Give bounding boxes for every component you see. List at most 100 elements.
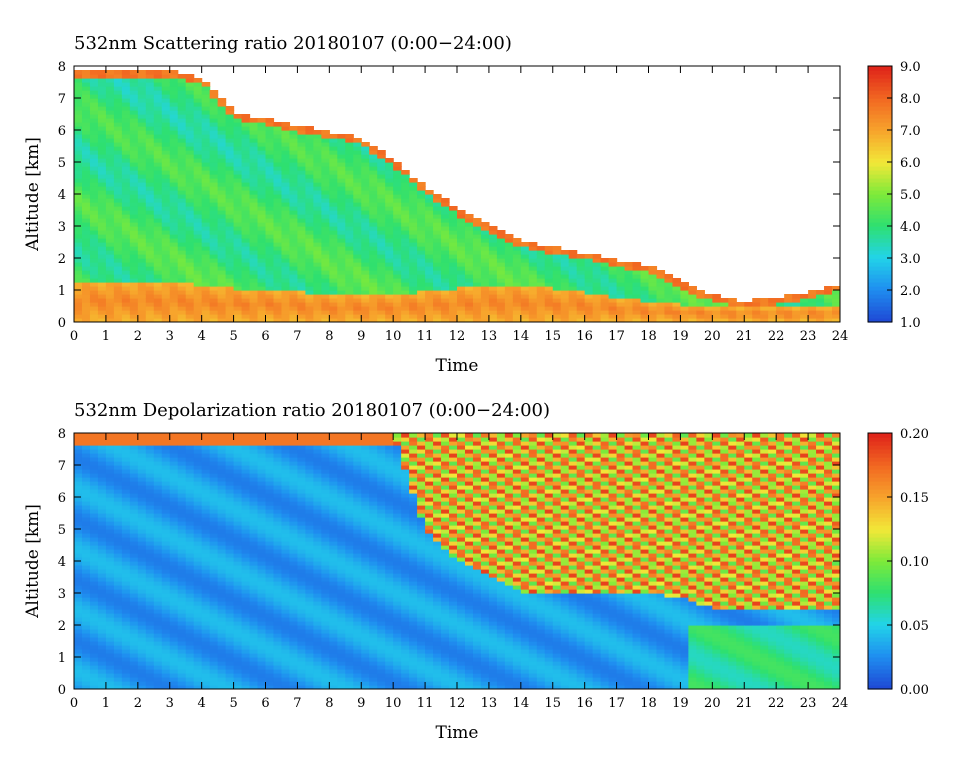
heatmap-cell [528, 294, 538, 299]
heatmap-cell [185, 238, 195, 243]
heatmap-cell [480, 310, 490, 315]
heatmap-cell [265, 553, 275, 558]
heatmap-cell [105, 449, 115, 454]
heatmap-cell [393, 166, 402, 171]
heatmap-cell [457, 278, 466, 283]
heatmap-cell [177, 605, 187, 610]
heatmap-cell [81, 613, 91, 618]
heatmap-cell [441, 230, 450, 235]
heatmap-cell [249, 118, 259, 123]
heatmap-cell [249, 286, 259, 291]
heatmap-cell [313, 290, 322, 295]
heatmap-cell [74, 122, 83, 127]
heatmap-cell [185, 473, 195, 478]
heatmap-cell [249, 266, 259, 271]
heatmap-cell [209, 226, 219, 231]
heatmap-cell [297, 509, 306, 514]
heatmap-cell [97, 641, 107, 646]
heatmap-cell [249, 150, 259, 155]
heatmap-cell [177, 525, 187, 530]
heatmap-cell [313, 250, 322, 255]
heatmap-cell [425, 206, 434, 211]
heatmap-cell [169, 489, 179, 494]
heatmap-cell [193, 170, 203, 175]
heatmap-cell [177, 501, 187, 506]
heatmap-cell [297, 441, 306, 446]
heatmap-cell [472, 274, 482, 279]
heatmap-cell [385, 190, 394, 195]
heatmap-cell [640, 302, 650, 307]
heatmap-cell [776, 318, 785, 322]
heatmap-cell [265, 278, 275, 283]
heatmap-cell [600, 306, 610, 311]
heatmap-cell [241, 166, 251, 171]
heatmap-cell [353, 250, 362, 255]
heatmap-cell [289, 318, 299, 322]
heatmap-cell [233, 653, 243, 658]
heatmap-cell [528, 302, 538, 307]
heatmap-cell [480, 250, 490, 255]
heatmap-cell [121, 122, 131, 127]
heatmap-cell [345, 218, 354, 223]
heatmap-cell [632, 294, 642, 299]
heatmap-cell [81, 609, 91, 614]
heatmap-cell [201, 673, 211, 678]
heatmap-cell [193, 681, 203, 686]
heatmap-cell [401, 234, 410, 239]
heatmap-cell [121, 250, 131, 255]
heatmap-cell [105, 202, 115, 207]
heatmap-cell [552, 262, 562, 267]
heatmap-cell [401, 286, 410, 291]
heatmap-cell [305, 182, 314, 187]
heatmap-cell [321, 274, 330, 279]
heatmap-cell [217, 473, 227, 478]
heatmap-cell [74, 617, 83, 622]
heatmap-cell [632, 282, 642, 287]
heatmap-cell [113, 633, 123, 638]
heatmap-cell [297, 609, 306, 614]
heatmap-cell [209, 585, 219, 590]
heatmap-cell [273, 306, 283, 311]
heatmap-cell [97, 681, 107, 686]
heatmap-cell [121, 186, 131, 191]
heatmap-cell [353, 150, 362, 155]
heatmap-cell [361, 298, 370, 303]
heatmap-cell [145, 314, 155, 319]
heatmap-cell [409, 238, 418, 243]
heatmap-cell [81, 182, 91, 187]
heatmap-cell [496, 282, 506, 287]
heatmap-cell [113, 70, 123, 75]
heatmap-cell [225, 525, 235, 530]
heatmap-cell [129, 449, 139, 454]
heatmap-cell [265, 306, 275, 311]
heatmap-cell [121, 485, 131, 490]
heatmap-cell [472, 258, 482, 263]
heatmap-cell [121, 210, 131, 215]
heatmap-cell [97, 174, 107, 179]
heatmap-cell [329, 178, 338, 183]
heatmap-cell [217, 461, 227, 466]
heatmap-cell [145, 294, 155, 299]
heatmap-cell [257, 629, 267, 634]
heatmap-cell [257, 250, 267, 255]
heatmap-cell [185, 218, 195, 223]
heatmap-cell [241, 230, 251, 235]
heatmap-cell [800, 318, 809, 322]
heatmap-cell [145, 302, 155, 307]
heatmap-cell [472, 314, 482, 319]
heatmap-cell [129, 294, 139, 299]
heatmap-cell [273, 597, 283, 602]
heatmap-cell [121, 242, 131, 247]
heatmap-cell [201, 581, 211, 586]
heatmap-cell [233, 437, 243, 442]
heatmap-cell [161, 154, 171, 159]
heatmap-cell [688, 306, 697, 311]
heatmap-cell [784, 302, 793, 307]
heatmap-cell [265, 601, 275, 606]
heatmap-cell [712, 318, 721, 322]
heatmap-cell [257, 681, 267, 686]
heatmap-cell [433, 218, 442, 223]
heatmap-cell [241, 206, 251, 211]
heatmap-cell [337, 278, 346, 283]
heatmap-cell [81, 122, 91, 127]
